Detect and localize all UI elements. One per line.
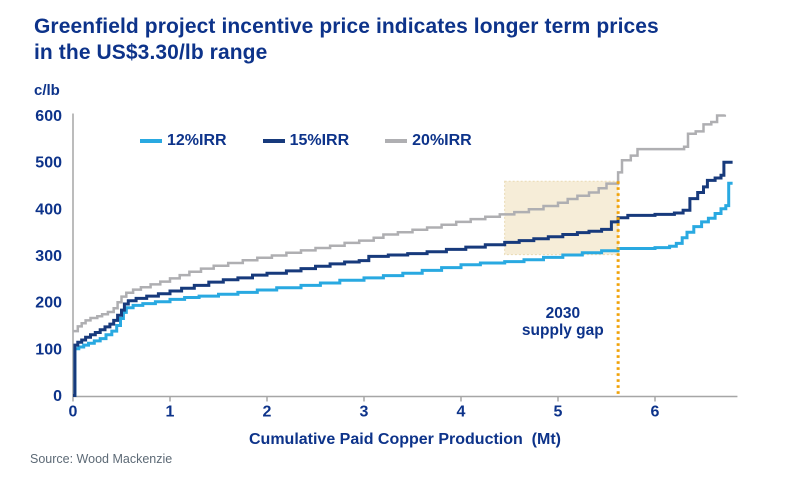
supply-gap-highlight-box [504,180,619,256]
x-tick-label: 5 [554,404,563,421]
y-tick-label: 600 [35,108,62,125]
legend-label-12irr: 12%IRR [167,132,227,149]
chart-title-line1: Greenfield project incentive price indic… [34,15,659,38]
legend-label-15irr: 15%IRR [289,132,350,149]
y-tick-label: 300 [35,248,62,265]
supply-gap-annotation-line2: supply gap [522,322,604,339]
x-tick-label: 1 [166,404,175,421]
legend-swatch-12irr [140,139,162,143]
x-axis-label: Cumulative Paid Copper Production (Mt) [248,431,561,448]
chart-title-line2: in the US$3.30/lb range [34,41,268,64]
series-line-12-irr [73,181,733,397]
chart-title: Greenfield project incentive price indic… [34,14,754,66]
legend-swatch-20irr [385,139,408,143]
y-axis-unit-label: c/lb [34,82,60,99]
y-tick-label: 100 [35,341,62,358]
series-line-20-irr [73,114,727,333]
supply-gap-annotation-line1: 2030 [546,305,580,322]
y-tick-label: 0 [53,388,62,405]
legend-item-20irr: 20%IRR [385,132,472,150]
x-tick-label: 0 [69,404,78,421]
legend-label-20irr: 20%IRR [412,132,472,149]
legend-swatch-15irr [262,139,285,143]
chart-legend: 12%IRR 15%IRR 20%IRR [140,132,472,150]
x-tick-label: 6 [651,404,660,421]
series-line-15-irr [73,160,733,397]
y-tick-label: 200 [35,295,62,312]
x-tick-label: 2 [263,404,272,421]
y-tick-label: 500 [35,155,62,172]
x-tick-label: 3 [360,404,369,421]
y-tick-label: 400 [35,201,62,218]
source-text: Source: Wood Mackenzie [30,452,173,466]
legend-item-15irr: 15%IRR [262,132,350,150]
x-tick-label: 4 [457,404,466,421]
legend-item-12irr: 12%IRR [140,132,227,150]
